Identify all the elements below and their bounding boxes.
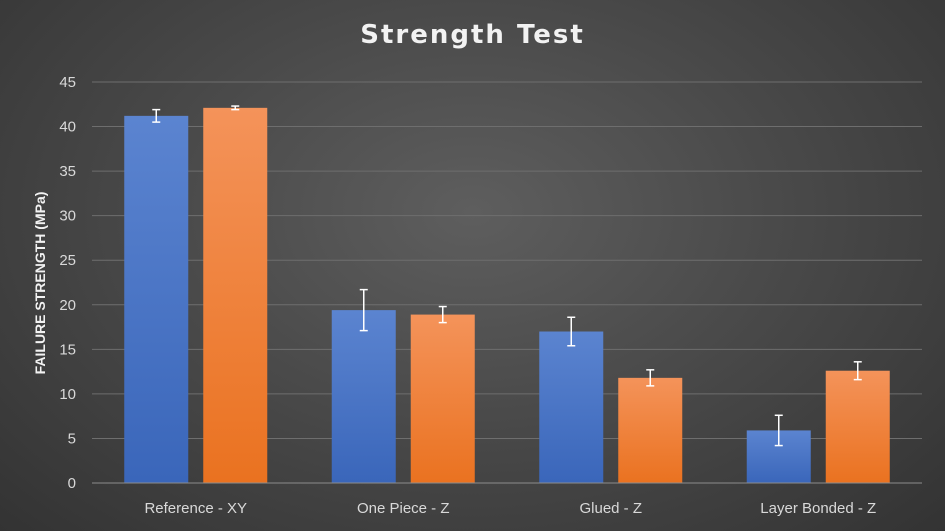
bar-series1-1 <box>331 310 396 483</box>
y-axis-ticks: 0 5 10 15 20 25 30 35 40 45 <box>59 74 76 492</box>
y-tick-label: 5 <box>68 430 76 447</box>
bar-series1-2 <box>539 331 604 483</box>
y-tick-label: 40 <box>59 119 76 136</box>
x-category-label: Reference - XY <box>144 500 247 517</box>
y-tick-label: 25 <box>59 252 76 269</box>
error-bar-series2-0 <box>231 105 240 111</box>
bar-series2-2 <box>618 377 683 483</box>
chart-title: Strength Test <box>360 20 585 50</box>
y-tick-label: 0 <box>68 475 76 492</box>
bar-series2-1 <box>410 314 475 483</box>
error-bar-series2-3 <box>853 361 862 381</box>
error-bar-series2-1 <box>438 305 447 324</box>
x-axis-categories: Reference - XY One Piece - Z Glued - Z Laye… <box>144 500 876 517</box>
x-category-label: Glued - Z <box>579 500 642 517</box>
bar-series1-0 <box>124 115 189 484</box>
x-category-label: One Piece - Z <box>357 500 450 517</box>
y-tick-label: 15 <box>59 341 76 358</box>
error-bar-series1-3 <box>774 414 783 447</box>
bars <box>124 107 890 484</box>
error-bar-series1-2 <box>567 316 576 347</box>
error-bar-series1-0 <box>152 108 161 123</box>
error-bar-series2-2 <box>646 369 655 387</box>
bar-series2-0 <box>203 107 268 483</box>
error-bar-series1-1 <box>359 288 368 332</box>
y-tick-label: 30 <box>59 208 76 225</box>
bar-series2-3 <box>825 370 890 483</box>
y-tick-label: 10 <box>59 386 76 403</box>
y-tick-label: 20 <box>59 297 76 314</box>
y-axis-title: FAILURE STRENGTH (MPa) <box>32 192 48 375</box>
error-bars <box>152 105 862 447</box>
y-tick-label: 45 <box>59 74 76 91</box>
y-tick-label: 35 <box>59 163 76 180</box>
x-category-label: Layer Bonded - Z <box>760 500 876 517</box>
